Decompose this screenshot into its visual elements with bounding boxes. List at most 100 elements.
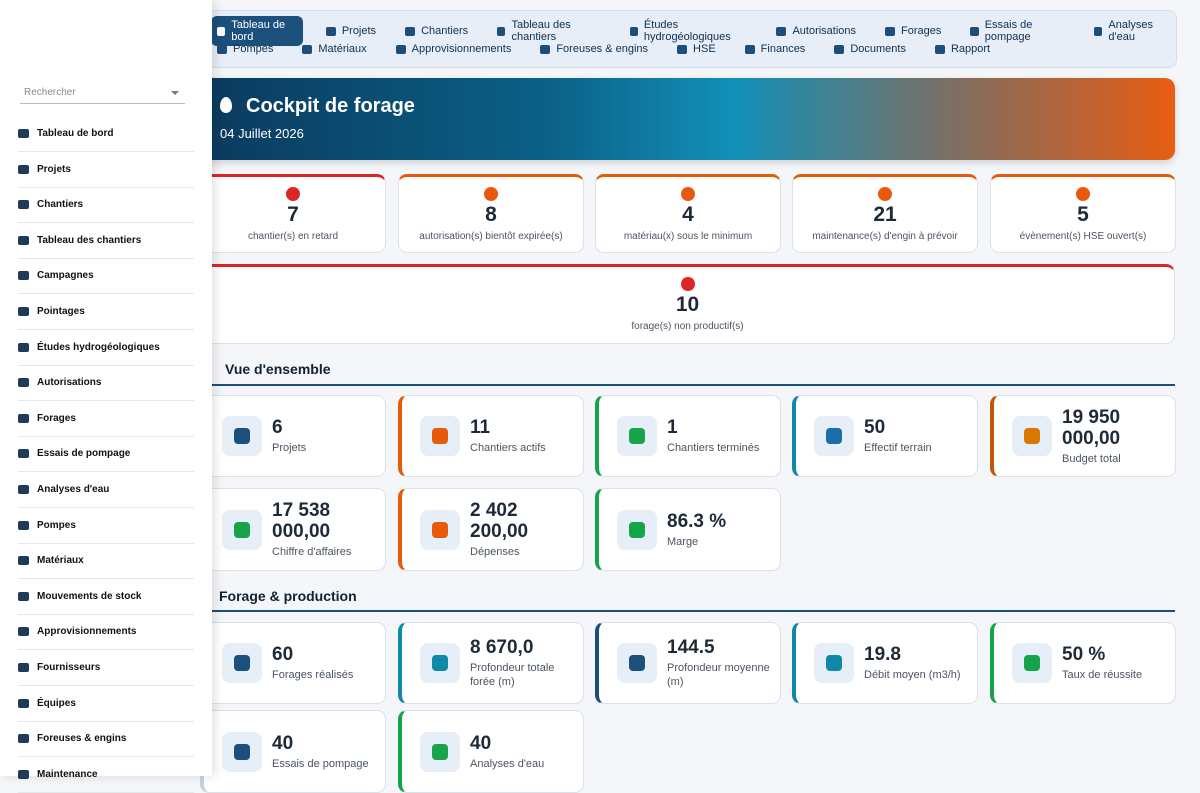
nav-label: Tableau des chantiers bbox=[511, 19, 571, 43]
sidebar-item[interactable]: Projets bbox=[18, 152, 194, 188]
nav-icon bbox=[497, 26, 506, 36]
kpi-label: Chantiers terminés bbox=[667, 442, 760, 454]
kpi-icon bbox=[420, 416, 460, 456]
kpi-icon bbox=[814, 416, 854, 456]
sidebar-item[interactable]: Pompes bbox=[18, 508, 194, 544]
menu-icon bbox=[18, 307, 29, 316]
kpi-label: Marge bbox=[667, 535, 699, 548]
icon-glyph bbox=[234, 428, 250, 444]
kpi-text: 6 Projets bbox=[272, 417, 306, 455]
alert-value: 8 bbox=[485, 203, 497, 226]
menu-icon bbox=[18, 734, 29, 744]
sidebar-item[interactable]: Autorisations bbox=[18, 365, 194, 402]
kpi-card: 8 670,0 Profondeur totale forée (m) bbox=[398, 622, 584, 704]
nav-icon bbox=[744, 44, 755, 54]
nav-item[interactable]: Analyses d'eau bbox=[1088, 16, 1176, 46]
nav-item[interactable]: Tableau de bord bbox=[211, 16, 303, 46]
kpi-card: 144.5 Profondeur moyenne (m) bbox=[595, 622, 781, 704]
kpi-text: 19.8 Débit moyen (m3/h) bbox=[864, 644, 961, 682]
hero-banner: Cockpit de forage 04 Juillet 2026 bbox=[200, 78, 1175, 160]
sidebar-item[interactable]: Pointages bbox=[18, 294, 194, 330]
kpi-icon bbox=[1012, 416, 1052, 456]
nav-item[interactable]: Projets bbox=[320, 22, 382, 40]
menu-label: Pointages bbox=[37, 306, 85, 317]
kpi-icon bbox=[617, 416, 657, 456]
sidebar-item[interactable]: Fournisseurs bbox=[18, 650, 194, 686]
nav-item[interactable]: Rapport bbox=[929, 40, 996, 58]
kpi-card: 1 Chantiers terminés bbox=[595, 395, 781, 477]
nav-item[interactable]: Études hydrogéologiques bbox=[624, 16, 754, 46]
alert-label: chantier(s) en retard bbox=[247, 231, 339, 242]
sidebar-item[interactable]: Maintenance bbox=[18, 757, 194, 793]
nav-icon bbox=[677, 44, 688, 54]
alert-icon bbox=[680, 277, 695, 291]
sidebar-item[interactable]: Campagnes bbox=[18, 258, 194, 295]
nav-row: Pompes Matériaux Approvisionnements Foreuse… bbox=[211, 40, 996, 58]
menu-icon bbox=[18, 413, 29, 423]
nav-item[interactable]: Documents bbox=[828, 40, 912, 58]
sidebar-item[interactable]: Tableau de bord bbox=[18, 116, 194, 152]
kpi-label: Chiffre d'affaires bbox=[272, 546, 352, 558]
sidebar-item[interactable]: Forages bbox=[18, 401, 194, 437]
nav-item[interactable]: HSE bbox=[671, 40, 722, 58]
menu-icon bbox=[18, 200, 29, 210]
kpi-card: 50 Effectif terrain bbox=[792, 395, 978, 477]
icon-glyph bbox=[826, 655, 842, 671]
sidebar-item[interactable]: Essais de pompage bbox=[18, 436, 194, 473]
kpi-icon bbox=[222, 731, 262, 772]
sidebar-item[interactable]: Foreuses & engins bbox=[18, 721, 194, 758]
kpi-card: 11 Chantiers actifs bbox=[398, 395, 584, 477]
sidebar-item[interactable]: Mouvements de stock bbox=[18, 579, 194, 615]
sidebar-item[interactable]: Tableau des chantiers bbox=[18, 223, 194, 259]
menu-label: Matériaux bbox=[37, 555, 84, 567]
section-divider bbox=[200, 610, 1175, 612]
menu-label: Fournisseurs bbox=[37, 662, 101, 673]
kpi-label: Taux de réussite bbox=[1062, 669, 1143, 681]
sidebar-item[interactable]: Chantiers bbox=[18, 187, 194, 224]
kpi-icon bbox=[1012, 643, 1052, 683]
alert-icon bbox=[484, 187, 498, 201]
alert-icon bbox=[1076, 187, 1090, 201]
alert-label: matériau(x) sous le minimum bbox=[623, 231, 753, 242]
sidebar-item[interactable]: Matériaux bbox=[18, 543, 194, 580]
nav-item[interactable]: Finances bbox=[739, 40, 812, 58]
nav-item[interactable]: Foreuses & engins bbox=[534, 40, 654, 58]
nav-icon bbox=[885, 26, 896, 36]
kpi-value: 19 950 000,00 bbox=[1062, 406, 1121, 449]
kpi-card: 86.3 % Marge bbox=[595, 488, 781, 571]
nav-item[interactable]: Matériaux bbox=[296, 40, 372, 58]
menu-icon bbox=[18, 556, 29, 566]
nav-icon bbox=[325, 26, 336, 36]
sidebar-item[interactable]: Analyses d'eau bbox=[18, 472, 194, 508]
menu-label: Analyses d'eau bbox=[37, 484, 110, 495]
nav-label: Études hydrogéologiques bbox=[643, 19, 731, 43]
kpi-value: 50 bbox=[864, 417, 886, 438]
nav-item[interactable]: Autorisations bbox=[770, 22, 862, 40]
nav-item[interactable]: Pompes bbox=[211, 40, 279, 58]
icon-glyph bbox=[432, 655, 448, 671]
nav-item[interactable]: Tableau des chantiers bbox=[491, 16, 606, 46]
kpi-text: 1 Chantiers terminés bbox=[667, 417, 759, 455]
kpi-text: 19 950 000,00 Budget total bbox=[1062, 407, 1162, 466]
nav-icon bbox=[970, 26, 979, 36]
alert-value: 10 bbox=[675, 293, 700, 316]
alert-card: 5 évènement(s) HSE ouvert(s) bbox=[990, 174, 1176, 253]
nav-label: Autorisations bbox=[792, 25, 857, 37]
alert-value: 7 bbox=[287, 203, 299, 226]
alert-card: 21 maintenance(s) d'engin à prévoir bbox=[792, 174, 978, 253]
nav-item[interactable]: Forages bbox=[879, 22, 947, 40]
kpi-value: 1 bbox=[667, 417, 678, 438]
nav-item[interactable]: Approvisionnements bbox=[390, 40, 518, 58]
sidebar-item[interactable]: Approvisionnements bbox=[18, 614, 194, 651]
nav-item[interactable]: Chantiers bbox=[399, 22, 474, 40]
nav-label: Finances bbox=[760, 43, 806, 55]
nav-item[interactable]: Essais de pompage bbox=[964, 16, 1071, 46]
search-input[interactable]: Rechercher bbox=[20, 82, 185, 104]
menu-icon bbox=[18, 663, 29, 672]
kpi-label: Effectif terrain bbox=[864, 442, 932, 454]
sidebar-item[interactable]: Études hydrogéologiques bbox=[18, 330, 194, 366]
kpi-value: 19.8 bbox=[864, 644, 901, 665]
sidebar-item[interactable]: Équipes bbox=[18, 686, 194, 722]
dropdown-arrow bbox=[171, 91, 179, 99]
